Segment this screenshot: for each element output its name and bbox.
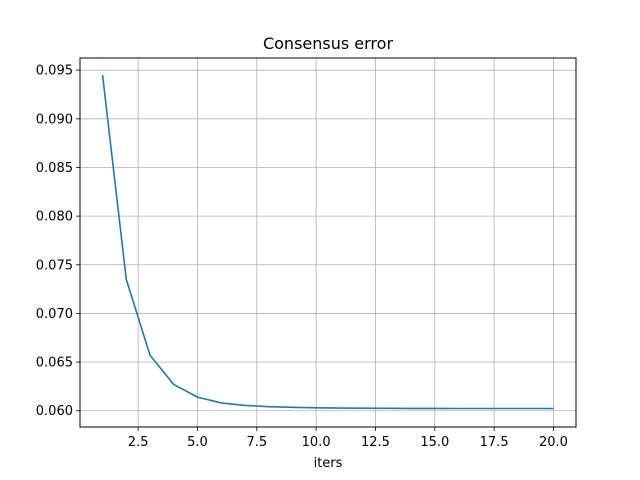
y-axis-ticks: 0.060 0.065 0.070 0.075 0.080 0.085 0.090 0.095 bbox=[36, 64, 80, 419]
y-tick-label: 0.070 bbox=[36, 307, 73, 322]
y-tick-label: 0.080 bbox=[36, 210, 73, 225]
x-axis-label: iters bbox=[314, 456, 343, 471]
x-tick-label: 2.5 bbox=[128, 435, 149, 450]
x-tick-label: 10.0 bbox=[302, 435, 331, 450]
y-tick-label: 0.095 bbox=[36, 64, 73, 79]
grid bbox=[80, 58, 576, 427]
series-layer bbox=[101, 74, 554, 410]
chart-title: Consensus error bbox=[263, 34, 393, 53]
x-tick-label: 20.0 bbox=[539, 435, 568, 450]
x-tick-label: 17.5 bbox=[480, 435, 509, 450]
y-tick-label: 0.060 bbox=[36, 404, 73, 419]
x-tick-label: 5.0 bbox=[187, 435, 208, 450]
x-tick-label: 15.0 bbox=[420, 435, 449, 450]
y-tick-label: 0.065 bbox=[36, 356, 73, 371]
y-tick-label: 0.085 bbox=[36, 161, 73, 176]
y-tick-label: 0.090 bbox=[36, 112, 73, 127]
x-tick-label: 12.5 bbox=[361, 435, 390, 450]
series-line bbox=[101, 74, 554, 410]
x-axis-ticks: 2.5 5.0 7.5 10.0 12.5 15.0 17.5 20.0 bbox=[128, 427, 568, 450]
y-tick-label: 0.075 bbox=[36, 258, 73, 273]
x-tick-label: 7.5 bbox=[246, 435, 267, 450]
plot-frame bbox=[79, 57, 577, 428]
